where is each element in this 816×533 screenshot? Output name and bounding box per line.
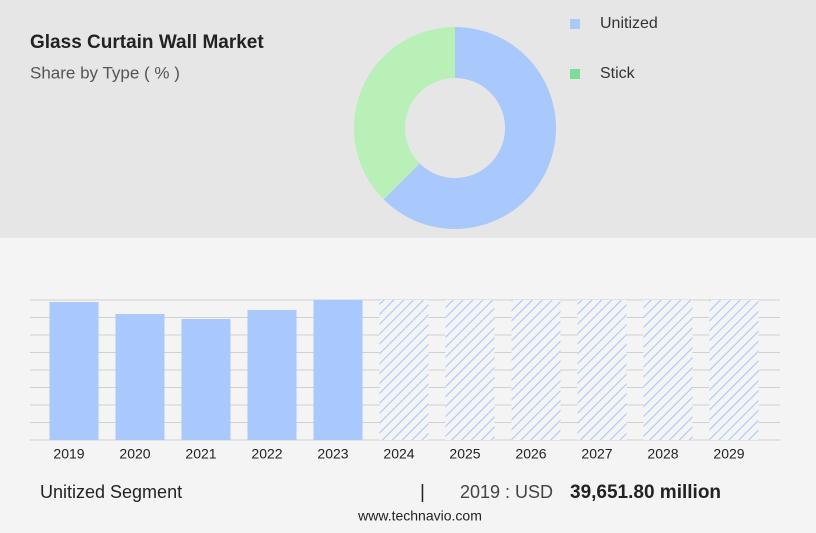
year-label: 2019 : USD [460, 482, 553, 502]
x-tick-label: 2022 [251, 446, 282, 462]
forecast-bar [445, 300, 495, 440]
chart-title: Glass Curtain Wall Market [30, 32, 264, 53]
separator: | [420, 482, 425, 503]
forecast-bar [643, 300, 693, 440]
value-label: 39,651.80 million [570, 482, 721, 503]
bar [313, 300, 363, 440]
x-tick-label: 2020 [119, 446, 150, 462]
x-tick-label: 2027 [581, 446, 612, 462]
donut-slice [383, 27, 556, 229]
bar [247, 310, 297, 440]
x-tick-label: 2026 [515, 446, 546, 462]
forecast-bar [511, 300, 561, 440]
x-tick-label: 2024 [383, 446, 414, 462]
forecast-bar [379, 300, 429, 440]
legend-swatch [570, 69, 580, 79]
bar [181, 319, 231, 440]
forecast-bar [709, 300, 759, 440]
legend-label: Unitized [600, 15, 658, 32]
bar-chart: 2019 2020 2021 2022 2023 2024 2025 2026 2027 2028… [30, 299, 780, 462]
x-tick-label: 2029 [713, 446, 744, 462]
x-tick-label: 2023 [317, 446, 348, 462]
donut [353, 27, 556, 229]
segment-label: Unitized Segment [40, 482, 182, 502]
legend-label: Stick [600, 65, 636, 82]
bar [49, 302, 99, 440]
x-tick-label: 2019 [53, 446, 84, 462]
bar [115, 314, 165, 440]
legend: Unitized Stick [570, 15, 658, 82]
legend-swatch [570, 19, 580, 29]
x-tick-label: 2025 [449, 446, 480, 462]
donut-slice [353, 27, 455, 200]
site-url: www.technavio.com [357, 508, 482, 524]
forecast-bar [577, 300, 627, 440]
chart-subtitle: Share by Type ( % ) [30, 63, 180, 82]
x-tick-label: 2021 [185, 446, 216, 462]
x-tick-label: 2028 [647, 446, 678, 462]
